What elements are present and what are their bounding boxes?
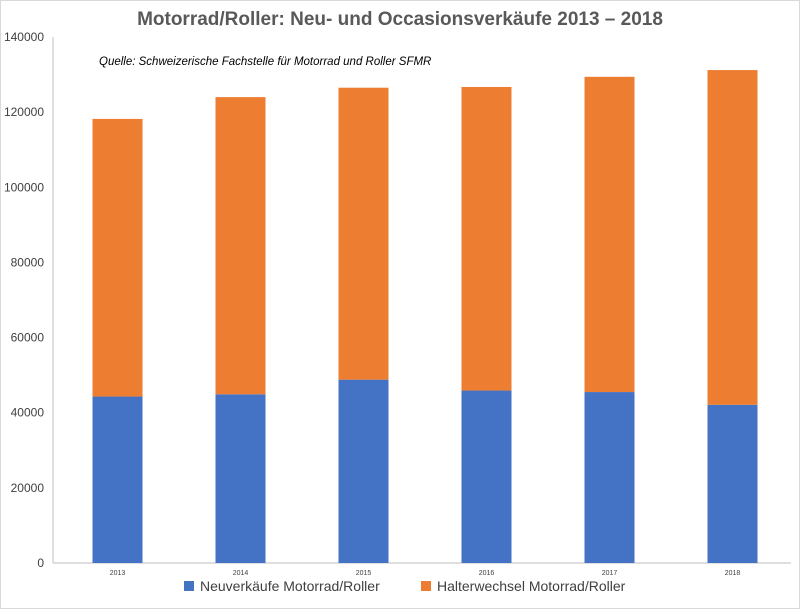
bar-neuverkaeufe-2015 [338,379,389,563]
x-tick-label: 2014 [233,570,249,577]
bar-neuverkaeufe-2017 [584,392,635,563]
legend-label-neuverkaeufe: Neuverkäufe Motorrad/Roller [200,578,380,594]
bar-halterwechsel-2017 [584,76,635,393]
x-tick-label: 2018 [725,570,741,577]
chart-title: Motorrad/Roller: Neu- und Occasionsverkä… [137,9,663,30]
source-annotation: Quelle: Schweizerische Fachstelle für Mo… [99,56,431,68]
legend-swatch-halterwechsel [421,581,431,591]
bar-halterwechsel-2015 [338,87,389,380]
y-tick-label: 120000 [4,105,44,119]
bar-neuverkaeufe-2014 [215,394,266,563]
bar-neuverkaeufe-2018 [707,404,758,563]
y-tick-label: 20000 [11,481,45,495]
legend-label-halterwechsel: Halterwechsel Motorrad/Roller [437,578,626,594]
x-tick-label: 2017 [602,570,618,577]
x-tick-label: 2015 [356,570,372,577]
y-tick-label: 40000 [11,406,45,420]
x-tick-label: 2016 [479,570,495,577]
bar-halterwechsel-2018 [707,70,758,405]
x-tick-label: 2013 [110,570,126,577]
y-tick-label: 60000 [11,331,45,345]
bar-neuverkaeufe-2013 [92,396,143,563]
y-tick-label: 140000 [4,30,44,44]
bar-halterwechsel-2014 [215,97,266,395]
bar-neuverkaeufe-2016 [461,390,512,563]
bar-halterwechsel-2013 [92,118,143,397]
y-tick-label: 100000 [4,180,44,194]
y-tick-label: 0 [37,556,44,570]
y-tick-label: 80000 [11,255,45,269]
legend-swatch-neuverkaeufe [184,581,194,591]
bar-halterwechsel-2016 [461,86,512,391]
